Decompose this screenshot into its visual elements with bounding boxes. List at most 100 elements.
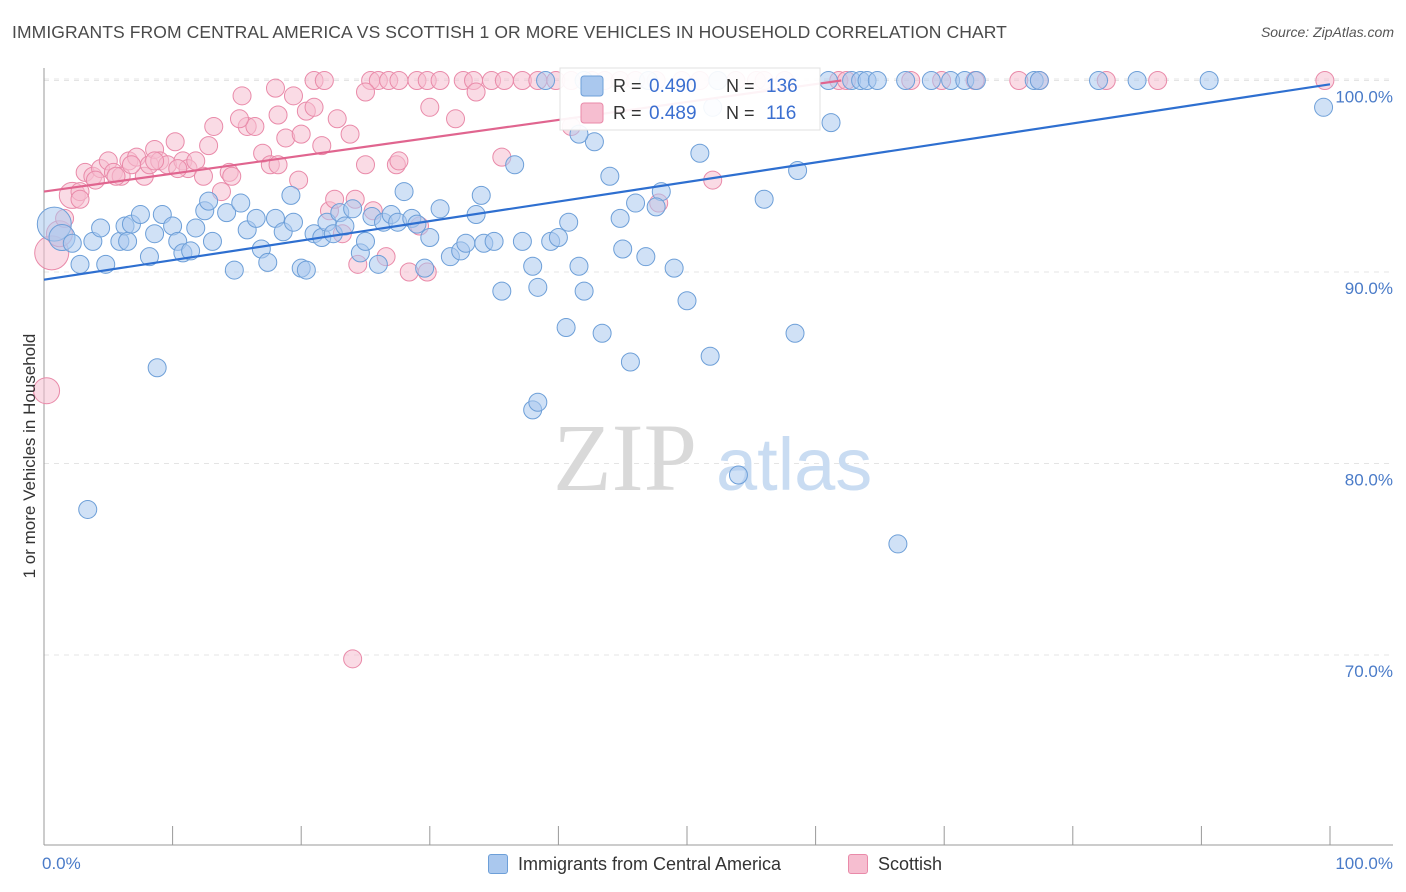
central-america-point	[536, 71, 556, 90]
central-america-point	[626, 193, 646, 213]
scottish-point	[314, 71, 334, 90]
scottish-point	[229, 109, 249, 129]
central-america-point	[888, 534, 908, 554]
central-america-point	[1314, 97, 1334, 117]
y-tick-label: 70.0%	[1345, 662, 1393, 681]
stats-r-value-blue: 0.490	[649, 76, 697, 97]
central-america-point	[70, 254, 90, 274]
central-america-point	[921, 71, 941, 90]
scottish-point	[356, 155, 375, 175]
central-america-point	[523, 256, 543, 276]
scottish-point	[1148, 71, 1168, 90]
x-tick-label-max: 100.0%	[1335, 854, 1393, 873]
legend-label-scottish: Scottish	[878, 853, 943, 874]
central-america-point	[186, 218, 206, 238]
scottish-point	[283, 86, 303, 106]
scottish-point	[312, 136, 332, 156]
scottish-point	[199, 136, 219, 156]
stats-legend: R = 0.490 N = 136 R = 0.489 N = 116	[559, 67, 821, 131]
central-america-point	[118, 231, 138, 251]
scottish-point	[430, 71, 450, 90]
scottish-point	[70, 189, 90, 209]
y-tick-label: 80.0%	[1345, 471, 1393, 490]
central-america-point	[754, 189, 774, 209]
central-america-point	[620, 352, 640, 372]
chart-title: IMMIGRANTS FROM CENTRAL AMERICA VS SCOTT…	[12, 22, 1007, 42]
central-america-point	[368, 254, 388, 274]
central-america-point	[130, 205, 150, 225]
scottish-point	[222, 166, 242, 186]
central-america-point	[664, 258, 684, 278]
central-america-point	[139, 247, 159, 267]
central-america-point	[430, 199, 450, 219]
legend-label-central-america: Immigrants from Central America	[518, 853, 782, 874]
central-america-point	[821, 113, 841, 133]
scottish-point	[165, 132, 185, 152]
central-america-point	[556, 318, 576, 338]
central-america-point	[559, 212, 579, 232]
scottish-point	[145, 151, 165, 171]
central-america-point	[728, 465, 748, 485]
scottish-points	[33, 71, 1335, 669]
y-tick-label: 100.0%	[1335, 88, 1393, 107]
central-america-point	[456, 233, 476, 253]
scottish-point	[232, 86, 252, 106]
central-america-point	[592, 323, 612, 343]
scottish-point	[204, 116, 224, 136]
central-america-point	[512, 231, 532, 251]
scottish-point	[121, 155, 141, 175]
scottish-point	[446, 109, 466, 129]
central-america-point	[202, 231, 222, 251]
scottish-point	[304, 97, 324, 117]
central-america-point	[246, 208, 266, 228]
stats-r-label-blue: R =	[613, 76, 647, 96]
watermark-zip: ZIP	[553, 404, 697, 511]
central-america-point	[231, 193, 251, 213]
legend-swatch-pink	[848, 854, 868, 874]
legend-swatch-blue	[488, 854, 508, 874]
central-america-point	[217, 203, 237, 223]
central-america-point	[636, 247, 656, 267]
central-america-point	[147, 358, 167, 378]
central-america-point	[258, 252, 278, 272]
stats-r-label-pink: R =	[613, 103, 647, 123]
central-america-point	[700, 346, 720, 366]
central-america-point	[1199, 71, 1219, 90]
gridlines	[44, 78, 1392, 656]
scottish-point	[211, 182, 231, 202]
central-america-point	[356, 231, 375, 251]
central-america-point	[600, 166, 620, 186]
stats-legend-blue-swatch	[580, 75, 604, 97]
central-america-point	[78, 499, 98, 519]
stats-legend-pink-swatch	[580, 102, 604, 124]
central-america-point	[492, 281, 512, 301]
central-america-point	[420, 228, 440, 248]
central-america-point	[1127, 71, 1147, 90]
stats-n-value-pink: 116	[766, 103, 796, 124]
central-america-point	[484, 231, 504, 251]
central-america-point	[199, 191, 219, 211]
scottish-point	[193, 166, 213, 186]
central-america-point	[415, 258, 435, 278]
y-axis-label: 1 or more Vehicles in Household	[20, 334, 39, 579]
legend-item-scottish[interactable]: Scottish	[848, 852, 942, 876]
central-america-point	[584, 132, 604, 152]
central-america-point	[677, 291, 697, 311]
scottish-point	[494, 71, 514, 90]
central-america-point	[296, 260, 316, 280]
scottish-point	[33, 377, 61, 405]
y-tick-label: 90.0%	[1345, 279, 1393, 298]
central-america-trend-line	[43, 83, 1331, 281]
scottish-point	[343, 649, 363, 669]
central-america-point	[343, 199, 363, 219]
legend-item-central-america[interactable]: Immigrants from Central America	[488, 852, 781, 876]
stats-r-value-pink: 0.489	[649, 103, 697, 124]
scottish-point	[356, 82, 375, 102]
central-america-point	[528, 392, 548, 412]
central-america-point	[91, 218, 111, 238]
central-america-point	[574, 281, 594, 301]
central-america-point	[62, 233, 82, 253]
central-america-point	[785, 323, 805, 343]
central-america-point	[646, 197, 666, 217]
scottish-point	[289, 170, 309, 190]
